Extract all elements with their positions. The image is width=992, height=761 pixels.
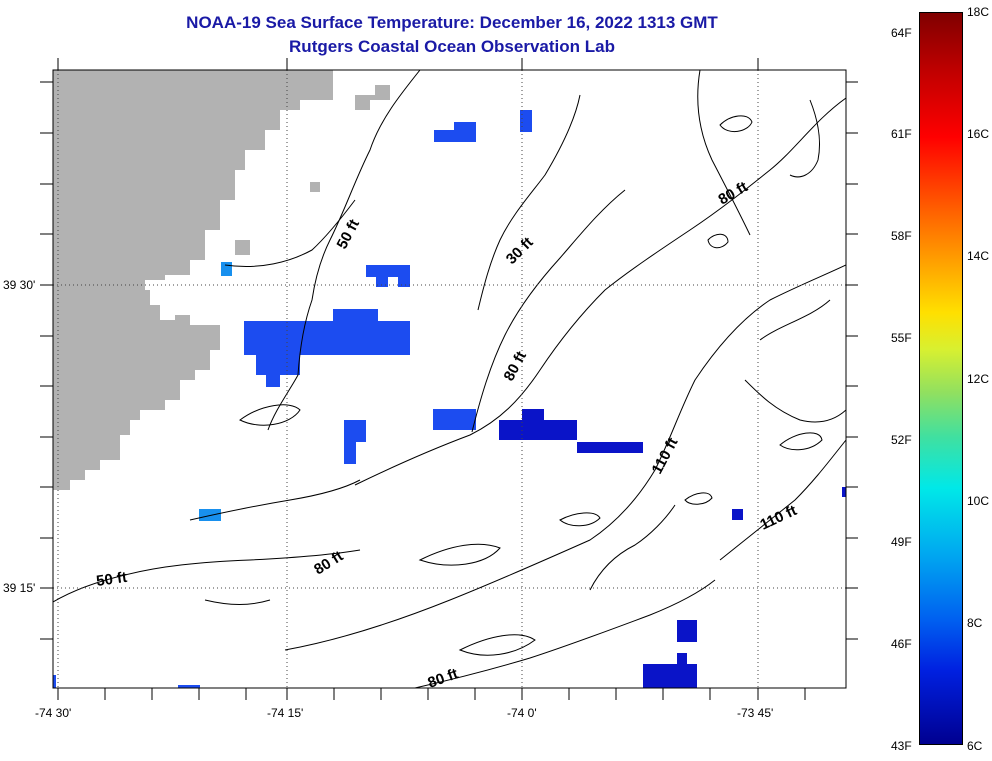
depth-contours	[53, 70, 846, 688]
colorbar-label-c: 6C	[967, 739, 983, 753]
lat-label: 39 15'	[3, 581, 36, 595]
map-title: NOAA-19 Sea Surface Temperature: Decembe…	[186, 13, 718, 32]
lon-label: -73 45'	[737, 706, 774, 720]
colorbar-label-f: 64F	[891, 26, 912, 40]
land-fragment	[235, 240, 250, 255]
lat-label: 39 30'	[3, 278, 36, 292]
colorbar-label-c: 18C	[967, 5, 990, 19]
colorbar-label-c: 16C	[967, 127, 990, 141]
colorbar-label-f: 43F	[891, 739, 912, 753]
land-island	[97, 328, 155, 395]
colorbar-label-c: 8C	[967, 616, 983, 630]
colorbar-label-f: 49F	[891, 535, 912, 549]
lon-label: -74 15'	[267, 706, 304, 720]
colorbar-label-f: 61F	[891, 127, 912, 141]
sst-pixels	[53, 110, 846, 688]
colorbar-label-c: 10C	[967, 494, 990, 508]
land-mass	[53, 70, 333, 490]
land-fragment	[355, 85, 390, 110]
axis-ticks	[40, 58, 858, 700]
colorbar-label-f: 58F	[891, 229, 912, 243]
colorbar-label-f: 52F	[891, 433, 912, 447]
plot-frame	[52, 69, 847, 689]
map-subtitle: Rutgers Coastal Ocean Observation Lab	[289, 37, 615, 56]
lon-label: -74 0'	[507, 706, 537, 720]
colorbar	[919, 12, 963, 745]
colorbar-label-f: 55F	[891, 331, 912, 345]
colorbar-label-f: 46F	[891, 637, 912, 651]
graticule	[53, 70, 846, 688]
colorbar-label-c: 14C	[967, 249, 990, 263]
lon-label: -74 30'	[35, 706, 72, 720]
land-fragment	[310, 182, 320, 192]
contour-label: 50 ft	[95, 569, 128, 590]
colorbar-label-c: 12C	[967, 372, 990, 386]
